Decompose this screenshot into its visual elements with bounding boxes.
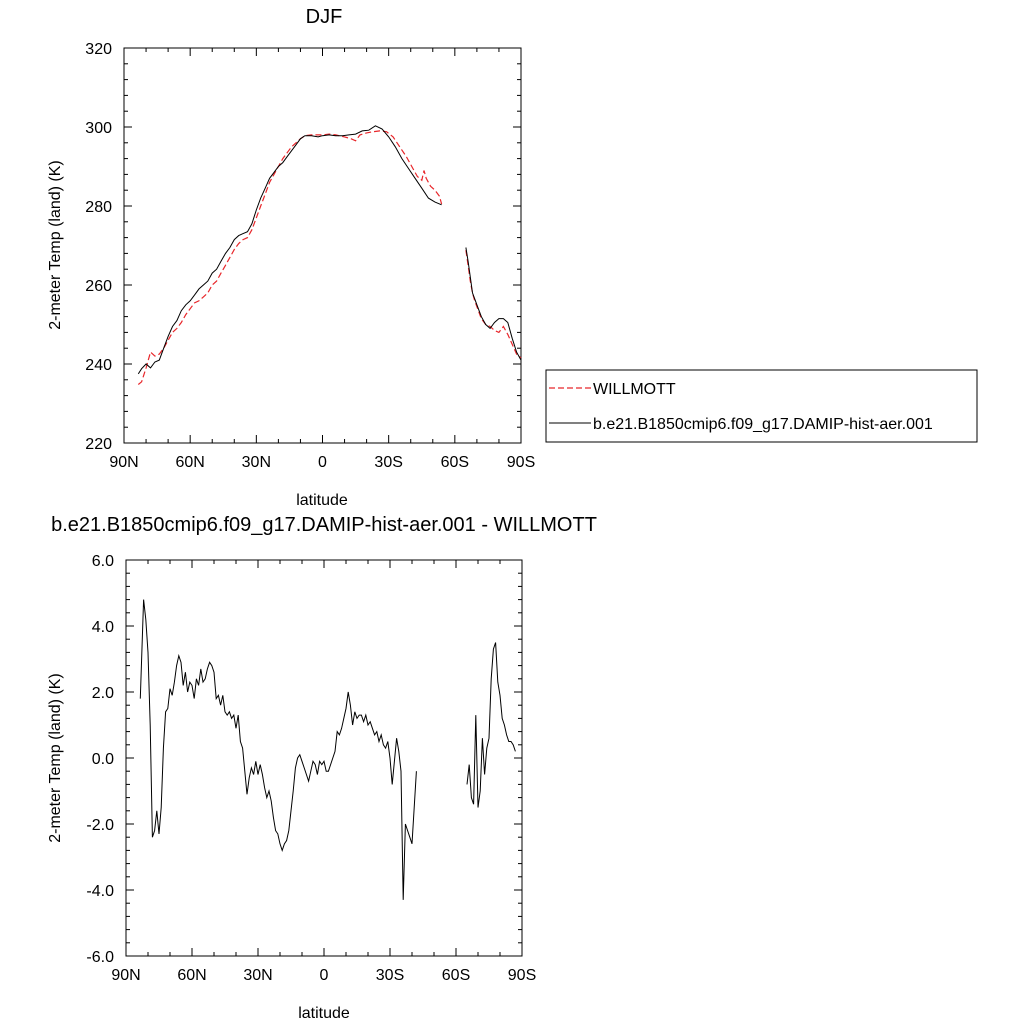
top-x-tick-label: 60N — [175, 454, 204, 471]
bottom-x-tick-label: 30S — [376, 967, 404, 984]
top-x-tick-label: 90N — [109, 454, 138, 471]
bottom-ticks: 90N 60N 30N 0 30S 60S 90S -6.0 -4.0 -2.0 0.0 2.0 4.0… — [86, 553, 536, 984]
bottom-y-axis-label: 2-meter Temp (land) (K) — [47, 673, 64, 843]
bottom-series-0-line-segment-0 — [139, 599, 417, 900]
legend-label-willmott: WILLMOTT — [593, 381, 676, 398]
legend-box — [545, 369, 978, 443]
bottom-x-tick-label: 30N — [243, 967, 272, 984]
top-y-tick-label: 300 — [85, 120, 112, 137]
bottom-x-tick-label: 60N — [177, 967, 206, 984]
bottom-y-tick-label: 4.0 — [92, 619, 114, 636]
top-ticks: 90N 60N 30N 0 30S 60S 90S 220 240 260 280 300 320 — [85, 41, 535, 471]
bottom-x-tick-label: 90N — [111, 967, 140, 984]
bottom-chart-title: b.e21.B1850cmip6.f09_g17.DAMIP-hist-aer.… — [51, 514, 597, 536]
bottom-x-tick-label: 0 — [320, 967, 329, 984]
bottom-x-tick-label: 90S — [508, 967, 536, 984]
bottom-series-layer — [139, 599, 516, 900]
top-plot-frame — [123, 47, 522, 444]
top-y-axis-label: 2-meter Temp (land) (K) — [47, 160, 64, 330]
top-x-tick-label: 30S — [374, 454, 402, 471]
top-series-0-line-segment-1 — [465, 250, 522, 359]
bottom-series-0-line-segment-1 — [466, 642, 516, 808]
bottom-x-tick-label: 60S — [442, 967, 470, 984]
top-y-tick-label: 220 — [85, 436, 112, 453]
legend-label-model: b.e21.B1850cmip6.f09_g17.DAMIP-hist-aer.… — [593, 416, 933, 433]
bottom-y-tick-label: 0.0 — [92, 751, 114, 768]
top-panel: DJF 90N 60N 30N 0 30S 60S 90S 220 240 260 280 300 32… — [47, 6, 535, 509]
legend: WILLMOTT b.e21.B1850cmip6.f09_g17.DAMIP-… — [545, 369, 978, 443]
top-series-1-line-segment-0 — [137, 125, 442, 375]
top-chart-title: DJF — [306, 6, 343, 28]
bottom-y-tick-label: -6.0 — [86, 949, 114, 966]
top-series-0-line-segment-0 — [137, 130, 443, 385]
top-y-tick-label: 280 — [85, 199, 112, 216]
bottom-y-tick-label: -4.0 — [86, 883, 114, 900]
top-series-1-line-segment-1 — [465, 247, 522, 361]
top-y-tick-label: 240 — [85, 357, 112, 374]
top-x-tick-label: 0 — [318, 454, 327, 471]
top-y-tick-label: 320 — [85, 41, 112, 58]
top-x-tick-label: 60S — [441, 454, 469, 471]
top-y-tick-label: 260 — [85, 278, 112, 295]
top-series-layer — [137, 125, 522, 385]
bottom-y-tick-label: 2.0 — [92, 685, 114, 702]
bottom-plot-frame — [125, 559, 523, 957]
top-x-tick-label: 30N — [242, 454, 271, 471]
bottom-x-axis-label: latitude — [298, 1005, 350, 1022]
bottom-panel: b.e21.B1850cmip6.f09_g17.DAMIP-hist-aer.… — [47, 514, 597, 1022]
bottom-y-tick-label: -2.0 — [86, 817, 114, 834]
bottom-y-tick-label: 6.0 — [92, 553, 114, 570]
top-x-tick-label: 90S — [507, 454, 535, 471]
top-x-axis-label: latitude — [296, 492, 348, 509]
